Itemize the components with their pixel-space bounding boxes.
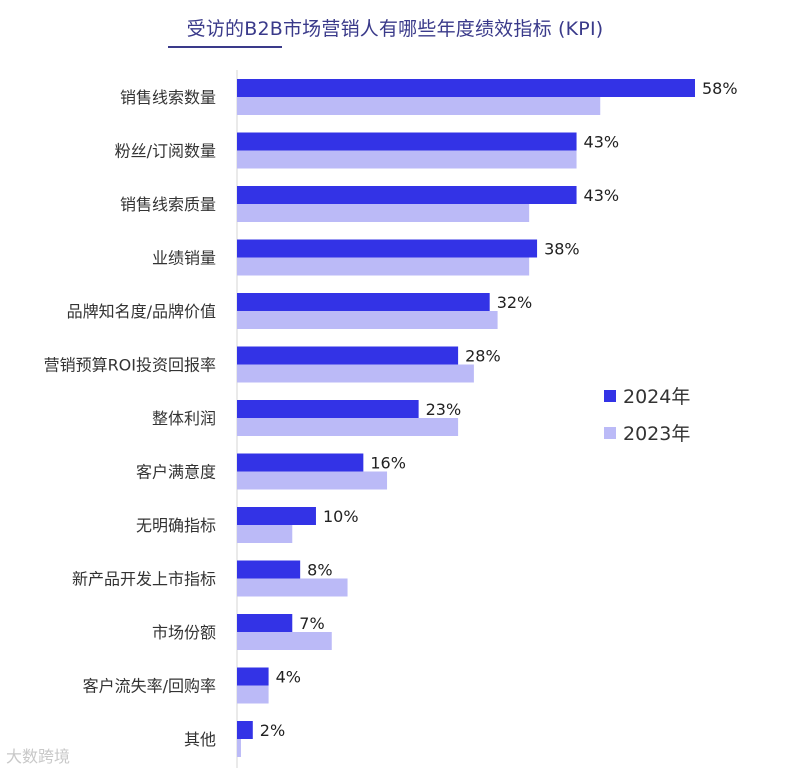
- legend-label-1: 2023年: [623, 423, 690, 445]
- bar-2024: [237, 186, 577, 204]
- category-label: 整体利润: [152, 409, 216, 428]
- bar-2024: [237, 132, 577, 151]
- chart-title: 受访的B2B市场营销人有哪些年度绩效指标 (KPI): [186, 18, 604, 40]
- bar-2023: [237, 685, 269, 704]
- bar-2023: [237, 525, 293, 543]
- value-label-2024: 7%: [299, 614, 324, 633]
- bar-2023: [237, 150, 577, 169]
- legend-swatch-0: [604, 390, 616, 402]
- value-label-2024: 10%: [323, 507, 359, 526]
- legend-swatch-1: [604, 427, 616, 439]
- value-label-2024: 28%: [465, 347, 501, 366]
- bar-2024: [237, 560, 301, 579]
- value-label-2024: 8%: [307, 561, 332, 580]
- category-label: 其他: [184, 730, 216, 749]
- category-label: 市场份额: [152, 623, 216, 642]
- value-label-2024: 32%: [497, 293, 533, 312]
- category-label: 销售线索数量: [120, 88, 216, 107]
- bar-2023: [237, 257, 530, 276]
- category-label: 粉丝/订阅数量: [115, 142, 216, 161]
- category-label: 客户满意度: [136, 463, 216, 482]
- bar-2024: [237, 79, 695, 97]
- bar-2023: [237, 739, 241, 757]
- bar-2024: [237, 346, 459, 365]
- value-label-2024: 58%: [702, 79, 738, 98]
- bar-2023: [237, 578, 348, 597]
- legend-label-0: 2024年: [623, 386, 690, 408]
- bar-2024: [237, 721, 253, 739]
- category-label: 无明确指标: [136, 516, 216, 535]
- category-label: 新产品开发上市指标: [72, 570, 216, 589]
- bar-2023: [237, 204, 530, 222]
- bar-2024: [237, 400, 419, 418]
- category-label: 品牌知名度/品牌价值: [67, 302, 216, 321]
- value-label-2024: 4%: [276, 668, 301, 687]
- value-label-2024: 2%: [260, 721, 285, 740]
- bar-2024: [237, 667, 269, 686]
- value-label-2024: 43%: [584, 186, 620, 205]
- category-label: 业绩销量: [152, 249, 216, 268]
- value-label-2024: 23%: [426, 400, 462, 419]
- bar-2024: [237, 293, 490, 311]
- bar-2023: [237, 632, 332, 650]
- category-label: 销售线索质量: [120, 195, 216, 214]
- bar-2024: [237, 614, 293, 632]
- bar-2023: [237, 97, 601, 115]
- value-label-2024: 16%: [370, 454, 406, 473]
- category-label: 营销预算ROI投资回报率: [44, 356, 216, 375]
- bar-2023: [237, 418, 459, 436]
- bar-2024: [237, 507, 316, 525]
- category-label: 客户流失率/回购率: [83, 677, 216, 696]
- watermark-text: 大数跨境: [6, 747, 71, 766]
- title-underline: [168, 46, 282, 48]
- value-label-2024: 43%: [584, 133, 620, 152]
- bar-2024: [237, 239, 538, 258]
- bar-2023: [237, 311, 498, 329]
- value-label-2024: 38%: [544, 240, 580, 259]
- bar-2023: [237, 364, 474, 383]
- bar-2024: [237, 453, 364, 472]
- bar-2023: [237, 471, 388, 490]
